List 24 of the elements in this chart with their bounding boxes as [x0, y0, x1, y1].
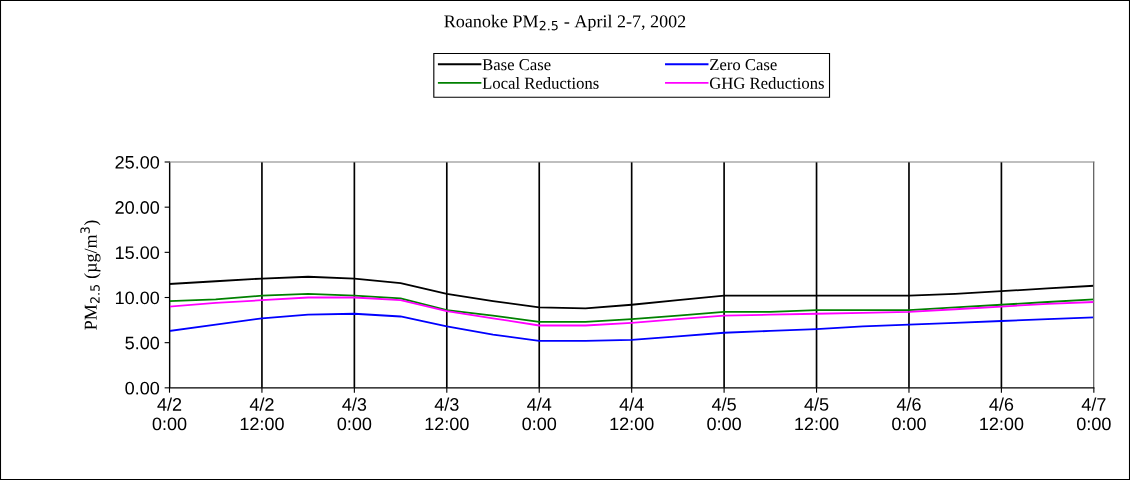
line-series [169, 312, 1094, 342]
y-tick-label: 10.00 [115, 291, 160, 305]
y-tick-label: 15.00 [115, 246, 160, 260]
chart-title: Roanoke PM$_{2.5}$ - April 2-7, 2002 [444, 14, 686, 32]
x-tick-label: 4/4 0:00 [522, 397, 557, 431]
x-tick-label: 4/3 12:00 [425, 397, 469, 431]
x-tick-label: 4/2 12:00 [240, 397, 284, 431]
legend-label: Base Case [482, 59, 551, 71]
y-tick-label: 25.00 [115, 155, 160, 169]
y-tick-label: 0.00 [125, 381, 160, 395]
x-tick-label: 4/5 12:00 [795, 397, 839, 431]
x-tick-label: 4/4 12:00 [610, 397, 654, 431]
legend-label: Local Reductions [482, 77, 599, 89]
x-tick-label: 4/7 0:00 [1076, 397, 1111, 431]
x-tick-label: 4/5 0:00 [707, 397, 741, 431]
legend-label: Zero Case [710, 59, 777, 71]
x-tick-label: 4/6 12:00 [980, 397, 1024, 431]
x-tick-label: 4/2 0:00 [152, 397, 187, 431]
y-tick-label: 5.00 [125, 336, 160, 350]
y-axis-title: PM$_{2.5}$ (µg/m$^{3}$) [80, 220, 101, 330]
x-tick-label: 4/3 0:00 [337, 397, 372, 431]
y-tick-label: 20.00 [115, 201, 160, 214]
x-tick-label: 4/6 0:00 [892, 397, 926, 431]
legend-label: GHG Reductions [709, 77, 824, 89]
